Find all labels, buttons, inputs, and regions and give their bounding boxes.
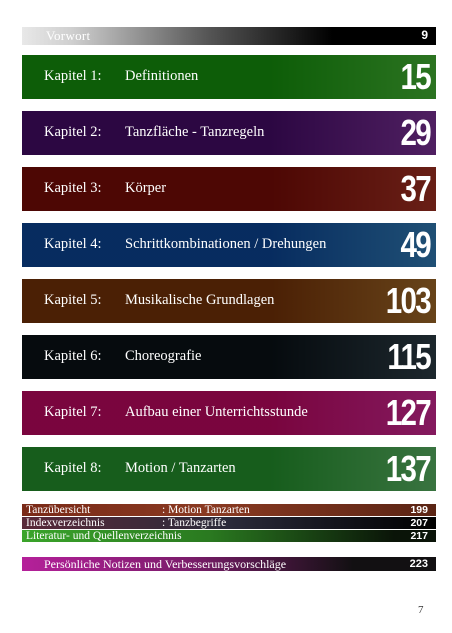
chapter-title: Schrittkombinationen / Drehungen	[125, 236, 327, 252]
index-entry-label: Indexverzeichnis	[26, 517, 105, 529]
chapter-page-number: 115	[387, 336, 431, 377]
toc-entry-chapter-8[interactable]: Kapitel 8: Motion / Tanzarten 137	[22, 447, 436, 491]
vorwort-label: Vorwort	[46, 28, 91, 43]
chapter-page-number: 127	[385, 392, 432, 433]
toc-entry-notizen[interactable]: Persönliche Notizen und Verbesserungsvor…	[22, 557, 436, 571]
chapter-page-number: 15	[400, 56, 431, 97]
index-entry-page-number: 207	[410, 517, 428, 529]
chapter-title: Choreografie	[125, 348, 202, 364]
toc-entry-vorwort[interactable]: Vorwort 9	[22, 27, 436, 45]
chapter-title: Motion / Tanzarten	[125, 460, 236, 476]
toc-entry-chapter-7[interactable]: Kapitel 7: Aufbau einer Unterrichtsstund…	[22, 391, 436, 435]
vorwort-page-number: 9	[421, 28, 428, 42]
index-entry-page-number: 199	[410, 504, 428, 516]
toc-entry-chapter-2[interactable]: Kapitel 2: Tanzfläche - Tanzregeln 29	[22, 111, 436, 155]
chapter-number: Kapitel 6:	[44, 348, 102, 364]
chapter-page-number: 137	[385, 448, 432, 489]
index-entry-subtitle: : Motion Tanzarten	[162, 504, 250, 516]
chapter-number: Kapitel 3:	[44, 180, 102, 196]
index-entry-page-number: 217	[410, 530, 428, 542]
chapter-page-number: 37	[400, 168, 431, 209]
index-entry-subtitle: : Tanzbegriffe	[162, 517, 227, 529]
toc-entry-chapter-5[interactable]: Kapitel 5: Musikalische Grundlagen 103	[22, 279, 436, 323]
chapter-page-number: 49	[400, 224, 431, 265]
page-number: 7	[418, 604, 424, 616]
chapter-title: Musikalische Grundlagen	[125, 292, 275, 308]
chapter-title: Definitionen	[125, 68, 199, 84]
chapter-number: Kapitel 8:	[44, 460, 102, 476]
notes-label: Persönliche Notizen und Verbesserungsvor…	[44, 557, 287, 571]
toc-entry-chapter-3[interactable]: Kapitel 3: Körper 37	[22, 167, 436, 211]
chapter-number: Kapitel 5:	[44, 292, 102, 308]
toc-entry-chapter-1[interactable]: Kapitel 1: Definitionen 15	[22, 55, 436, 99]
chapter-page-number: 103	[385, 280, 432, 321]
toc-entry-indexverzeichnis[interactable]: Indexverzeichnis : Tanzbegriffe 207	[22, 517, 436, 529]
index-entry-label: Tanzübersicht	[26, 504, 91, 516]
chapter-number: Kapitel 2:	[44, 124, 102, 140]
chapter-title: Körper	[125, 180, 167, 196]
toc-entry-chapter-4[interactable]: Kapitel 4: Schrittkombinationen / Drehun…	[22, 223, 436, 267]
toc-entry-literaturverzeichnis[interactable]: Literatur- und Quellenverzeichnis 217	[22, 530, 436, 542]
chapter-title: Aufbau einer Unterrichtsstunde	[125, 404, 308, 420]
toc-entry-chapter-6[interactable]: Kapitel 6: Choreografie 115	[22, 335, 436, 379]
index-entry-label: Literatur- und Quellenverzeichnis	[26, 530, 182, 542]
notes-page-number: 223	[409, 558, 428, 570]
chapter-page-number: 29	[400, 112, 431, 153]
toc-entry-tanzuebersicht[interactable]: Tanzübersicht : Motion Tanzarten 199	[22, 504, 436, 516]
chapter-number: Kapitel 7:	[44, 404, 102, 420]
chapter-number: Kapitel 4:	[44, 236, 102, 252]
chapter-number: Kapitel 1:	[44, 68, 102, 84]
chapter-title: Tanzfläche - Tanzregeln	[125, 124, 265, 140]
